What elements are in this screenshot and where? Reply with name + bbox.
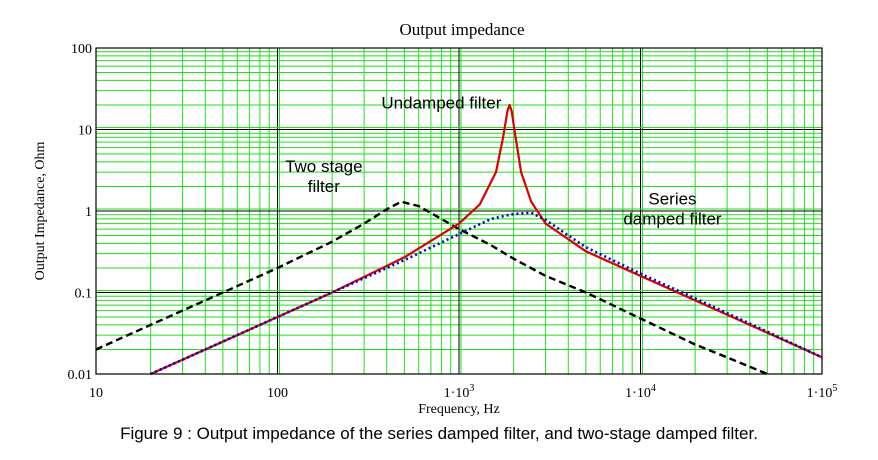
- y-tick-label: 0.1: [75, 287, 93, 302]
- series-line-series-damped-filter: [150, 211, 823, 376]
- annotation-series-damped-filter: Series damped filter: [623, 190, 722, 229]
- y-tick-label: 1: [85, 205, 92, 220]
- y-tick-label: 0.01: [68, 368, 93, 383]
- x-tick-label: 10: [89, 386, 103, 401]
- x-tick-label: 1·103: [444, 383, 475, 401]
- annotation-undamped-filter: Undamped filter: [381, 94, 501, 113]
- annotations: Undamped filter Two stage filter Series damp…: [285, 94, 722, 229]
- series-lines: [95, 103, 823, 376]
- y-tick-label: 10: [78, 124, 92, 139]
- plot-frame: [95, 47, 823, 375]
- chart-title: Output impedance: [399, 20, 524, 39]
- tick-labels: 10 100 1·103 1·104 1·105 100 10 1 0.1 0.01: [68, 42, 838, 401]
- x-tick-label: 1·104: [625, 383, 656, 401]
- x-tick-label: 1·105: [807, 383, 838, 401]
- x-axis-label: Frequency, Hz: [418, 402, 500, 417]
- series-line-undamped-filter: [150, 103, 823, 376]
- series-line-two-stage-filter: [95, 200, 768, 376]
- annotation-two-stage-filter: Two stage filter: [285, 157, 363, 196]
- y-axis-label: Output Impedance, Ohm: [33, 141, 48, 280]
- figure-caption: Figure 9 : Output impedance of the serie…: [120, 424, 758, 443]
- y-tick-label: 100: [71, 42, 92, 57]
- x-tick-label: 100: [267, 386, 288, 401]
